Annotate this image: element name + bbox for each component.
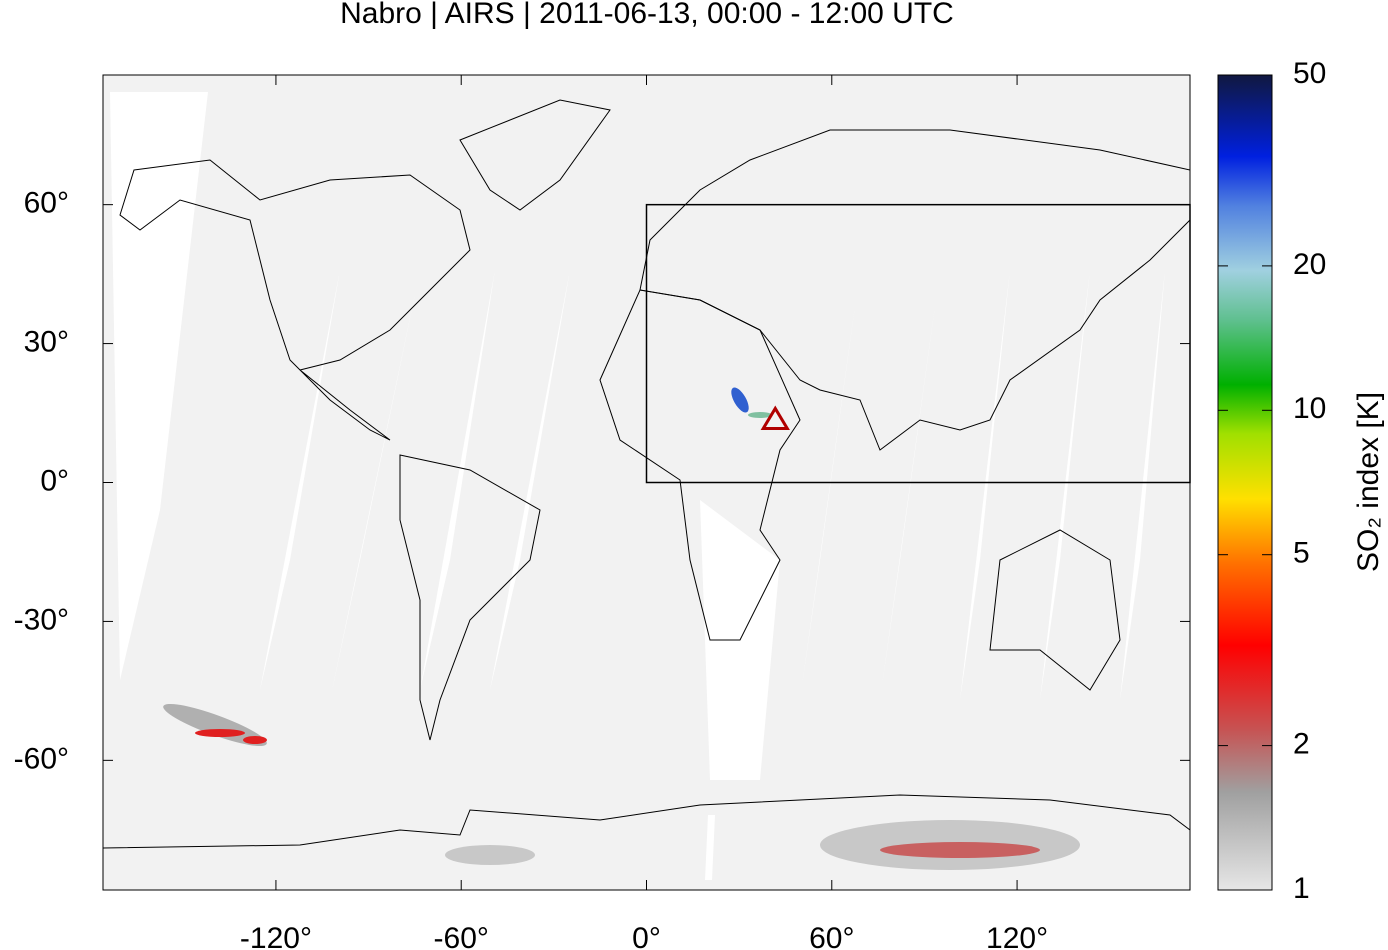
colorbar-tick-label: 50 <box>1293 57 1326 90</box>
x-tick-label: 120° <box>986 922 1048 950</box>
volcano-marker <box>760 405 790 430</box>
y-tick-label: 60° <box>24 187 69 220</box>
colorbar-tick-label: 5 <box>1293 537 1310 570</box>
x-tick-label: -60° <box>434 922 489 950</box>
y-tick-label: -30° <box>14 603 69 636</box>
swath-gaps <box>110 92 1165 880</box>
x-tick-label: 60° <box>809 922 854 950</box>
y-tick-label: 30° <box>24 326 69 359</box>
chart-title: Nabro | AIRS | 2011-06-13, 00:00 - 12:00… <box>340 0 954 30</box>
colorbar-tick-label: 2 <box>1293 728 1310 761</box>
colorbar-label: SO₂ index [K] <box>1352 392 1385 572</box>
so2-plume <box>163 387 1080 870</box>
region-box <box>645 203 1191 484</box>
x-tick-label: -120° <box>240 922 312 950</box>
x-tick-label: 0° <box>632 922 661 950</box>
colorbar <box>1217 74 1273 891</box>
colorbar-tick-label: 20 <box>1293 248 1326 281</box>
colorbar-tick-label: 1 <box>1293 872 1310 905</box>
colorbar-tick-label: 10 <box>1293 392 1326 425</box>
coastlines <box>103 99 1190 849</box>
y-tick-label: -60° <box>14 742 69 775</box>
y-tick-label: 0° <box>40 464 69 497</box>
